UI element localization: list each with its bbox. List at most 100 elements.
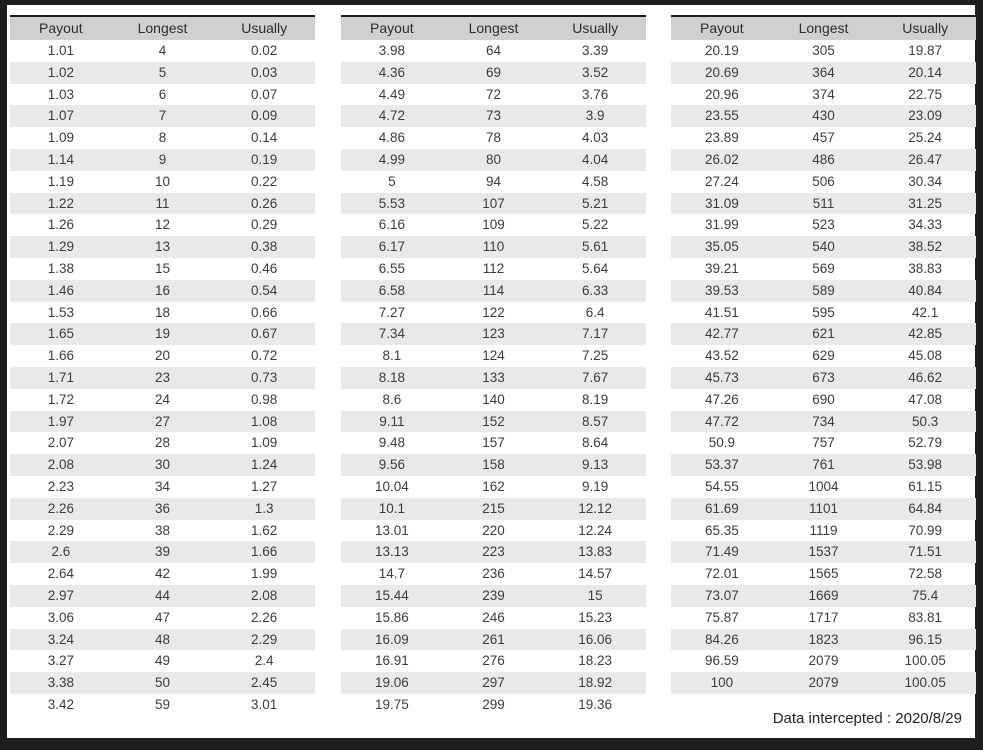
table-row: 13.13 223 13.83	[341, 541, 646, 564]
table-row: 13.01 220 12.24	[341, 520, 646, 542]
table-cell: 13.83	[578, 544, 613, 560]
page-border-top	[0, 0, 983, 5]
table-cell: 47.72	[704, 413, 739, 429]
table-cell: 23	[154, 369, 171, 385]
table-cell: 65.35	[704, 522, 739, 538]
table-cell: 7.25	[582, 348, 609, 364]
table-cell: 6.4	[585, 304, 605, 320]
table-cell: 47.08	[908, 391, 943, 407]
table-cell: 19	[154, 326, 171, 342]
table-row: 2.08 30 1.24	[10, 454, 315, 476]
table-cell: 1565	[808, 566, 839, 582]
table-cell: 223	[482, 544, 505, 560]
table-cell: 1.65	[47, 326, 74, 342]
table-cell: 100.05	[904, 675, 946, 691]
column-header-payout: Payout	[700, 20, 744, 36]
table-cell: 75.4	[912, 587, 939, 603]
table-cell: 621	[812, 326, 835, 342]
table-cell: 5	[388, 173, 396, 189]
table-cell: 39	[154, 544, 171, 560]
table-cell: 430	[812, 108, 835, 124]
table-cell: 569	[812, 260, 835, 276]
table-row: 8.18 133 7.67	[341, 366, 646, 389]
table-cell: 1.09	[251, 435, 278, 451]
table-row: 1.07 7 0.09	[10, 105, 315, 128]
table-cell: 42.77	[704, 326, 739, 342]
table-row: 1.46 16 0.54	[10, 279, 315, 302]
table-row: 3.38 50 2.45	[10, 672, 315, 694]
table-cell: 46.62	[908, 369, 943, 385]
table-cell: 3.9	[585, 108, 605, 124]
table-row: 3.98 64 3.39	[341, 40, 646, 62]
table-cell: 3.42	[47, 696, 74, 712]
table-cell: 6.33	[582, 282, 609, 298]
table-row: 1.09 8 0.14	[10, 127, 315, 149]
table-cell: 2.08	[251, 587, 278, 603]
table-cell: 7	[158, 108, 167, 124]
page-border-left	[0, 0, 7, 750]
table-cell: 96.59	[704, 653, 739, 669]
table-cell: 133	[482, 369, 505, 385]
table-cell: 40.84	[908, 282, 943, 298]
table-row: 96.59 2079 100.05	[671, 650, 976, 672]
table-row: 4.49 72 3.76	[341, 84, 646, 106]
table-cell: 2.6	[51, 544, 71, 560]
table-row: 2.97 44 2.08	[10, 584, 315, 607]
table-cell: 7.34	[378, 326, 405, 342]
table-cell: 3.38	[47, 675, 74, 691]
table-cell: 540	[812, 239, 835, 255]
table-cell: 124	[482, 348, 505, 364]
table-cell: 16	[154, 282, 171, 298]
table-cell: 1717	[808, 609, 839, 625]
table-cell: 2.29	[251, 631, 278, 647]
table-cell: 34	[154, 478, 171, 494]
table-row: 27.24 506 30.34	[671, 171, 976, 193]
table-row: 39.53 589 40.84	[671, 279, 976, 302]
table-cell: 9.11	[379, 413, 405, 429]
table-cell: 20.14	[908, 64, 943, 80]
table-cell: 73	[485, 108, 502, 124]
table-cell: 1.22	[47, 195, 74, 211]
table-cell: 5.21	[582, 195, 609, 211]
table-cell: 5.64	[582, 260, 609, 276]
table-cell: 1.3	[254, 500, 274, 516]
table-cell: 305	[812, 43, 835, 58]
table-cell: 1.29	[47, 239, 74, 255]
table-cell: 53.37	[704, 457, 739, 473]
table-cell: 246	[482, 609, 505, 625]
table-cell: 61.15	[908, 478, 943, 494]
table-row: 50.9 757 52.79	[671, 432, 976, 454]
table-cell: 1.09	[47, 130, 74, 146]
table-row: 1.53 18 0.66	[10, 302, 315, 324]
table-cell: 52.79	[908, 435, 943, 451]
table-row: 1.26 12 0.29	[10, 214, 315, 236]
data-intercepted-note: Data intercepted : 2020/8/29	[772, 710, 962, 727]
column-header-payout: Payout	[370, 20, 414, 36]
table-row: 6.55 112 5.64	[341, 258, 646, 280]
table-cell: 47.26	[704, 391, 739, 407]
table-row: 20.69 364 20.14	[671, 61, 976, 84]
table-cell: 14.57	[578, 566, 613, 582]
table-cell: 15.44	[374, 587, 409, 603]
table-cell: 122	[482, 304, 505, 320]
table-cell: 140	[482, 391, 505, 407]
table-cell: 1.53	[47, 304, 74, 320]
table-cell: 506	[812, 173, 835, 189]
table-cell: 374	[812, 86, 835, 102]
table-cell: 59	[154, 696, 171, 712]
table-cell: 8.1	[382, 348, 402, 364]
table-row: 1.72 24 0.98	[10, 389, 315, 411]
table-cell: 10.04	[374, 478, 409, 494]
payout-table-3: Payout Longest Usually 20.19 305 19.87 20.6…	[671, 15, 976, 694]
table-cell: 64	[485, 43, 502, 58]
table-cell: 1.14	[47, 151, 74, 167]
table-cell: 44	[154, 587, 171, 603]
table-cell: 31.25	[908, 195, 943, 211]
table-cell: 6.16	[378, 217, 405, 233]
table-cell: 1119	[809, 522, 838, 538]
table-row: 3.24 48 2.29	[10, 628, 315, 651]
table-cell: 1004	[808, 478, 839, 494]
table-row: 8.6 140 8.19	[341, 389, 646, 411]
table-cell: 1.38	[47, 260, 74, 276]
table-cell: 239	[482, 587, 505, 603]
